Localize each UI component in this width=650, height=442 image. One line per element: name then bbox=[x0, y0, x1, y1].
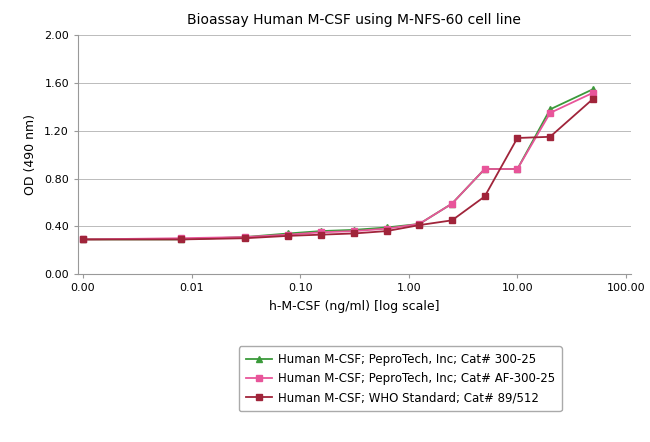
X-axis label: h-M-CSF (ng/ml) [log scale]: h-M-CSF (ng/ml) [log scale] bbox=[269, 300, 439, 313]
Line: Human M-CSF; PeproTech, Inc; Cat# 300-25: Human M-CSF; PeproTech, Inc; Cat# 300-25 bbox=[79, 86, 597, 243]
Human M-CSF; WHO Standard; Cat# 89/512 bbox=[350, 231, 358, 236]
Human M-CSF; PeproTech, Inc; Cat# 300-25 bbox=[350, 227, 358, 232]
Human M-CSF; PeproTech, Inc; Cat# 300-25 bbox=[317, 229, 325, 234]
Human M-CSF; PeproTech, Inc; Cat# 300-25 bbox=[285, 231, 292, 236]
Human M-CSF; WHO Standard; Cat# 89/512 bbox=[177, 237, 185, 242]
Y-axis label: OD (490 nm): OD (490 nm) bbox=[24, 114, 37, 195]
Human M-CSF; PeproTech, Inc; Cat# AF-300-25 bbox=[546, 110, 554, 115]
Human M-CSF; PeproTech, Inc; Cat# AF-300-25 bbox=[415, 221, 423, 227]
Human M-CSF; PeproTech, Inc; Cat# AF-300-25 bbox=[448, 201, 456, 206]
Human M-CSF; PeproTech, Inc; Cat# 300-25 bbox=[383, 225, 391, 230]
Human M-CSF; PeproTech, Inc; Cat# 300-25 bbox=[590, 86, 597, 91]
Human M-CSF; PeproTech, Inc; Cat# AF-300-25 bbox=[177, 236, 185, 241]
Human M-CSF; PeproTech, Inc; Cat# AF-300-25 bbox=[317, 229, 325, 235]
Human M-CSF; WHO Standard; Cat# 89/512 bbox=[241, 236, 249, 241]
Human M-CSF; WHO Standard; Cat# 89/512 bbox=[383, 229, 391, 234]
Human M-CSF; PeproTech, Inc; Cat# 300-25 bbox=[481, 166, 489, 171]
Human M-CSF; WHO Standard; Cat# 89/512 bbox=[317, 232, 325, 237]
Human M-CSF; PeproTech, Inc; Cat# AF-300-25 bbox=[481, 166, 489, 171]
Human M-CSF; PeproTech, Inc; Cat# 300-25 bbox=[177, 237, 185, 242]
Human M-CSF; PeproTech, Inc; Cat# 300-25 bbox=[241, 234, 249, 240]
Human M-CSF; PeproTech, Inc; Cat# AF-300-25 bbox=[514, 166, 521, 171]
Human M-CSF; PeproTech, Inc; Cat# 300-25 bbox=[79, 237, 87, 242]
Human M-CSF; WHO Standard; Cat# 89/512 bbox=[79, 237, 87, 242]
Human M-CSF; PeproTech, Inc; Cat# AF-300-25 bbox=[590, 90, 597, 95]
Human M-CSF; WHO Standard; Cat# 89/512 bbox=[590, 96, 597, 101]
Human M-CSF; PeproTech, Inc; Cat# AF-300-25 bbox=[350, 229, 358, 234]
Human M-CSF; WHO Standard; Cat# 89/512 bbox=[415, 222, 423, 228]
Human M-CSF; WHO Standard; Cat# 89/512 bbox=[448, 217, 456, 223]
Legend: Human M-CSF; PeproTech, Inc; Cat# 300-25, Human M-CSF; PeproTech, Inc; Cat# AF-3: Human M-CSF; PeproTech, Inc; Cat# 300-25… bbox=[239, 347, 562, 412]
Human M-CSF; PeproTech, Inc; Cat# 300-25 bbox=[546, 107, 554, 112]
Human M-CSF; PeproTech, Inc; Cat# 300-25 bbox=[514, 166, 521, 171]
Human M-CSF; PeproTech, Inc; Cat# AF-300-25 bbox=[241, 234, 249, 240]
Human M-CSF; WHO Standard; Cat# 89/512 bbox=[514, 135, 521, 141]
Human M-CSF; PeproTech, Inc; Cat# AF-300-25 bbox=[383, 226, 391, 231]
Title: Bioassay Human M-CSF using M-NFS-60 cell line: Bioassay Human M-CSF using M-NFS-60 cell… bbox=[187, 13, 521, 27]
Line: Human M-CSF; PeproTech, Inc; Cat# AF-300-25: Human M-CSF; PeproTech, Inc; Cat# AF-300… bbox=[79, 89, 597, 243]
Human M-CSF; PeproTech, Inc; Cat# 300-25 bbox=[448, 201, 456, 206]
Human M-CSF; PeproTech, Inc; Cat# AF-300-25 bbox=[79, 237, 87, 242]
Line: Human M-CSF; WHO Standard; Cat# 89/512: Human M-CSF; WHO Standard; Cat# 89/512 bbox=[79, 95, 597, 243]
Human M-CSF; WHO Standard; Cat# 89/512 bbox=[546, 134, 554, 139]
Human M-CSF; WHO Standard; Cat# 89/512 bbox=[481, 194, 489, 199]
Human M-CSF; PeproTech, Inc; Cat# AF-300-25 bbox=[285, 232, 292, 237]
Human M-CSF; PeproTech, Inc; Cat# 300-25 bbox=[415, 221, 423, 227]
Human M-CSF; WHO Standard; Cat# 89/512 bbox=[285, 233, 292, 239]
